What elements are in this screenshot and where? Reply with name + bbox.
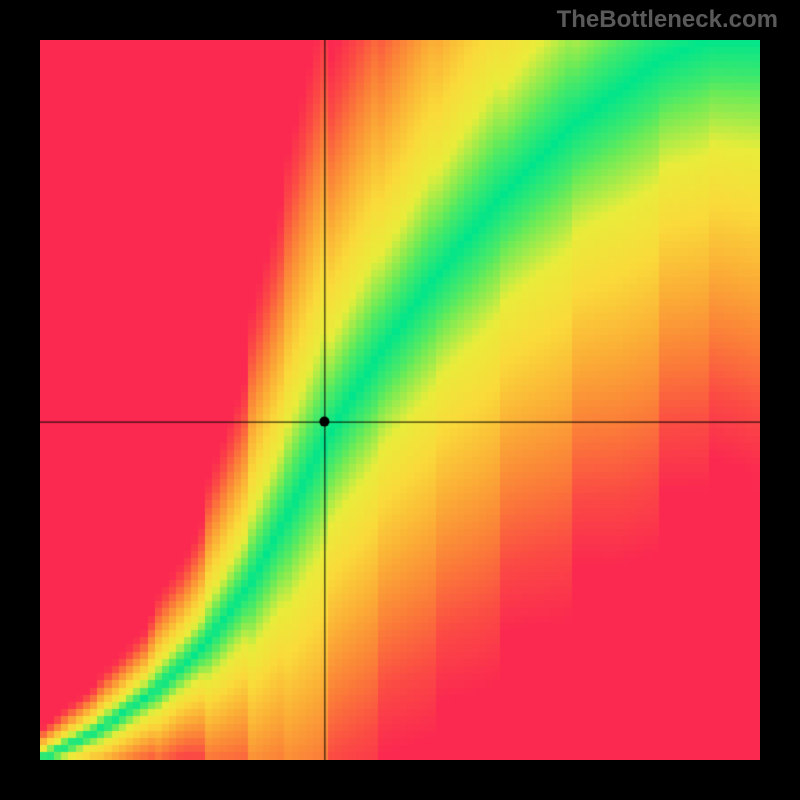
- watermark-text: TheBottleneck.com: [557, 6, 778, 34]
- chart-container: TheBottleneck.com: [0, 0, 800, 800]
- bottleneck-heatmap: [40, 40, 760, 760]
